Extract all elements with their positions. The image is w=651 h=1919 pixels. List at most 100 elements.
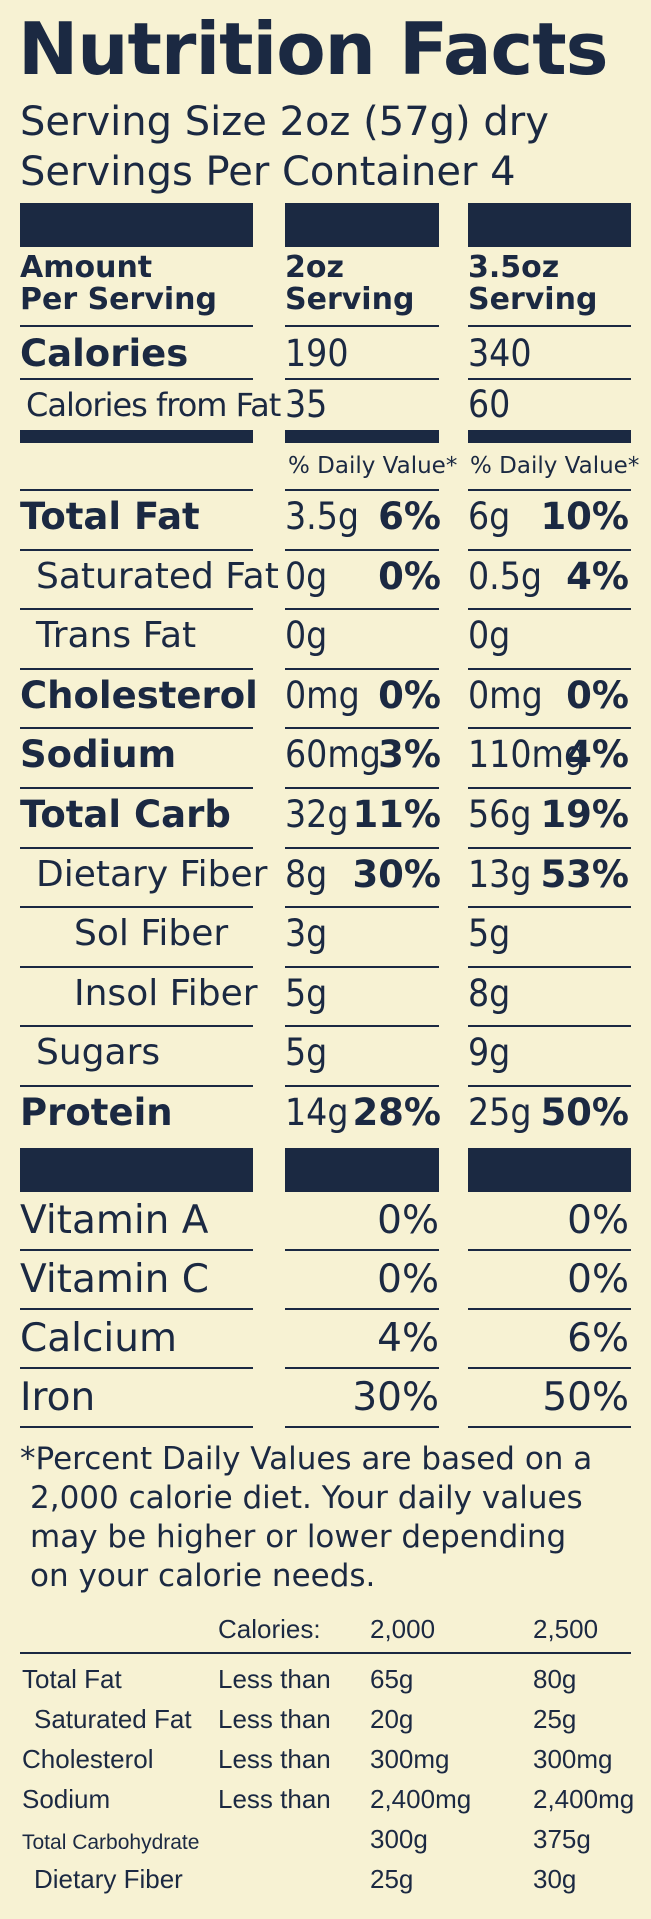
divider	[285, 325, 439, 327]
dv-table-row-col2: 375g	[533, 1824, 591, 1854]
vitamin-label: Vitamin C	[20, 1257, 210, 1302]
vitamin-bar-label	[20, 1148, 253, 1192]
nutrient-col2-amount: 6g	[468, 495, 511, 538]
nutrient-col1-percent: 0%	[378, 555, 441, 598]
divider	[468, 1085, 631, 1087]
divider	[20, 1367, 253, 1369]
divider	[468, 906, 631, 908]
servings-per-container: Servings Per Container 4	[20, 149, 516, 195]
calories-col1: 190	[285, 332, 349, 375]
dv-table-row-col1: 65g	[370, 1664, 414, 1694]
calories-from-fat-col1: 35	[285, 383, 328, 426]
vitamin-col2: 6%	[567, 1316, 629, 1361]
dv-table-row-name: Sodium	[22, 1784, 111, 1814]
divider	[20, 847, 253, 849]
dv-table-row-qualifier: Less than	[218, 1784, 331, 1814]
divider	[285, 906, 439, 908]
nutrient-col2-percent: 10%	[540, 495, 629, 538]
dv-table-row-qualifier: Less than	[218, 1744, 331, 1774]
divider	[468, 1025, 631, 1027]
dv-table-row-name: Saturated Fat	[34, 1704, 192, 1734]
divider	[468, 727, 631, 729]
nutrient-col1-percent: 28%	[352, 1091, 441, 1134]
nutrient-col2-percent: 19%	[540, 793, 629, 836]
nutrient-col2-amount: 5g	[468, 912, 511, 955]
nutrient-label: Dietary Fiber	[36, 854, 268, 895]
divider	[468, 1308, 631, 1310]
nutrient-col1-percent: 6%	[378, 495, 441, 538]
divider	[468, 549, 631, 551]
divider	[285, 966, 439, 968]
nutrient-label: Cholesterol	[20, 674, 258, 717]
vitamin-col2: 50%	[542, 1375, 629, 1420]
nutrient-col1-amount: 14g	[285, 1091, 349, 1134]
nutrient-col2-amount: 13g	[468, 853, 532, 896]
divider	[468, 608, 631, 610]
vitamin-label: Calcium	[20, 1316, 177, 1361]
divider	[285, 727, 439, 729]
dv-table-row-name: Cholesterol	[22, 1744, 154, 1774]
dv-table-row-qualifier: Less than	[218, 1704, 331, 1734]
dv-table-header-col1: 2,000	[370, 1614, 436, 1644]
divider	[285, 1085, 439, 1087]
dv-table-row-col1: 2,400mg	[370, 1784, 472, 1814]
section-bar	[20, 430, 253, 443]
nutrient-col1-amount: 3g	[285, 912, 328, 955]
footnote-line: *Percent Daily Values are based on a	[20, 1441, 593, 1477]
divider	[285, 378, 439, 380]
divider	[20, 489, 253, 491]
footnote-line: on your calorie needs.	[30, 1558, 376, 1594]
divider	[20, 1085, 253, 1087]
nutrient-label: Insol Fiber	[74, 973, 258, 1014]
nutrient-col2-amount: 0g	[468, 614, 511, 657]
dv-table-calories-label: Calories:	[218, 1614, 321, 1644]
footnote-line: may be higher or lower depending	[30, 1519, 567, 1555]
divider	[468, 325, 631, 327]
divider	[20, 727, 253, 729]
calories-label: Calories	[20, 332, 189, 375]
col1-header-line1: 2oz	[285, 250, 344, 285]
divider	[468, 1249, 631, 1251]
dv-table-row-col1: 25g	[370, 1864, 414, 1894]
divider	[468, 787, 631, 789]
dv-table-row-name: Dietary Fiber	[34, 1864, 183, 1894]
amount-label-line2: Per Serving	[20, 282, 217, 317]
dv-table-row-col2: 2,400mg	[533, 1784, 635, 1814]
nutrient-label: Sugars	[36, 1032, 161, 1073]
section-bar	[468, 430, 631, 443]
nutrient-col1-amount: 0g	[285, 555, 328, 598]
vitamin-col1: 0%	[377, 1257, 439, 1302]
nutrient-col2-amount: 25g	[468, 1091, 532, 1134]
dv-table-row-col2: 300mg	[533, 1744, 613, 1774]
col1-header-line2: Serving	[285, 282, 415, 317]
divider	[285, 489, 439, 491]
divider	[20, 325, 253, 327]
divider	[285, 1025, 439, 1027]
dv-table-row-name: Total Carbohydrate	[22, 1831, 200, 1854]
divider	[285, 668, 439, 670]
vitamin-bar-col1	[285, 1148, 439, 1192]
divider	[468, 668, 631, 670]
nutrient-col1-amount: 32g	[285, 793, 349, 836]
dv-table-row-col2: 25g	[533, 1704, 577, 1734]
divider	[285, 847, 439, 849]
nutrient-col2-percent: 50%	[540, 1091, 629, 1134]
header-bar-col1	[285, 203, 439, 247]
nutrient-col1-amount: 8g	[285, 853, 328, 896]
divider	[468, 489, 631, 491]
calories-from-fat-col2: 60	[468, 383, 511, 426]
calories-from-fat-label: Calories from Fat	[26, 386, 281, 424]
divider	[285, 1426, 439, 1428]
divider	[20, 549, 253, 551]
divider	[20, 378, 253, 380]
nutrient-col1-amount: 60mg	[285, 733, 381, 776]
nutrient-col2-amount: 56g	[468, 793, 532, 836]
dv-table-header-col2: 2,500	[533, 1614, 599, 1644]
divider	[285, 1249, 439, 1251]
nutrient-col2-amount: 0.5g	[468, 555, 543, 598]
nutrient-col1-amount: 5g	[285, 972, 328, 1015]
dv-table-row-col1: 300g	[370, 1824, 428, 1854]
nutrient-label: Total Fat	[20, 495, 200, 538]
divider	[468, 378, 631, 380]
